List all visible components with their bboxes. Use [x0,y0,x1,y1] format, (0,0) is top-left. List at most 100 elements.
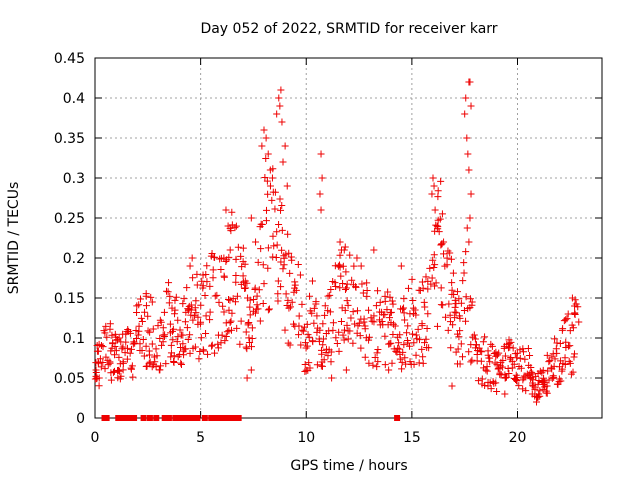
data-point [316,190,324,198]
data-point [459,277,467,285]
x-tick-label: 15 [403,430,421,446]
data-point [329,326,337,334]
data-point [335,347,343,355]
data-point [220,254,228,262]
data-point [430,251,438,259]
data-point [448,279,456,287]
data-point [232,222,240,230]
data-point [260,280,268,288]
zero-point [161,415,168,421]
data-point [171,296,179,304]
data-point [264,190,272,198]
data-point [191,343,199,351]
data-point [242,328,250,336]
data-point [400,304,408,312]
data-point [434,187,442,195]
data-point [340,336,348,344]
data-point [462,248,470,256]
data-point [144,312,152,320]
data-point [412,351,420,359]
data-point [355,319,363,327]
data-point [280,261,288,269]
data-point [214,344,222,352]
data-point [99,343,107,351]
data-point [387,339,395,347]
data-point [476,347,484,355]
data-point [94,347,102,355]
data-point [246,296,254,304]
data-point [551,335,559,343]
data-point [442,313,450,321]
data-point [324,352,332,360]
data-point [138,347,146,355]
data-point [228,208,236,216]
data-point [398,365,406,373]
data-point [308,277,316,285]
data-point [465,348,473,356]
data-point [186,349,194,357]
data-point [276,102,284,110]
data-point [571,302,579,310]
data-point [170,359,178,367]
data-point [403,329,411,337]
data-point [430,264,438,272]
data-point [257,245,265,253]
data-point [412,331,420,339]
data-point [166,292,174,300]
data-point [172,293,180,301]
data-point [106,359,114,367]
data-point [493,387,501,395]
zero-point [183,415,190,421]
data-point [295,322,303,330]
data-point [202,270,210,278]
data-point [406,358,414,366]
data-point [192,297,200,305]
data-point [397,262,405,270]
data-point [389,300,397,308]
data-point [294,260,302,268]
data-point [109,368,117,376]
data-point [281,142,289,150]
data-point [239,244,247,252]
data-point [223,328,231,336]
data-point [264,306,272,314]
data-point [103,333,111,341]
data-point [196,348,204,356]
zero-point [165,415,172,421]
data-point [536,367,544,375]
data-point [247,214,255,222]
data-point [456,327,464,335]
data-point [305,359,313,367]
data-point [232,255,240,263]
data-point [204,350,212,358]
data-point [206,282,214,290]
data-point [540,374,548,382]
data-point [363,292,371,300]
data-point [452,309,460,317]
data-point [180,351,188,359]
data-point [461,110,469,118]
data-point [296,271,304,279]
data-point [343,321,351,329]
data-point [448,382,456,390]
data-point [431,206,439,214]
data-point [193,270,201,278]
data-point [438,240,446,248]
data-point [344,301,352,309]
data-point [481,333,489,341]
data-point [275,94,283,102]
data-point [202,312,210,320]
zero-point [235,415,242,421]
data-point [239,272,247,280]
data-point [564,342,572,350]
data-point [232,272,240,280]
data-point [246,311,254,319]
data-point [316,326,324,334]
data-point [435,228,443,236]
data-point [414,325,422,333]
data-point [131,339,139,347]
data-point [365,306,373,314]
data-point [201,292,209,300]
data-point [313,361,321,369]
